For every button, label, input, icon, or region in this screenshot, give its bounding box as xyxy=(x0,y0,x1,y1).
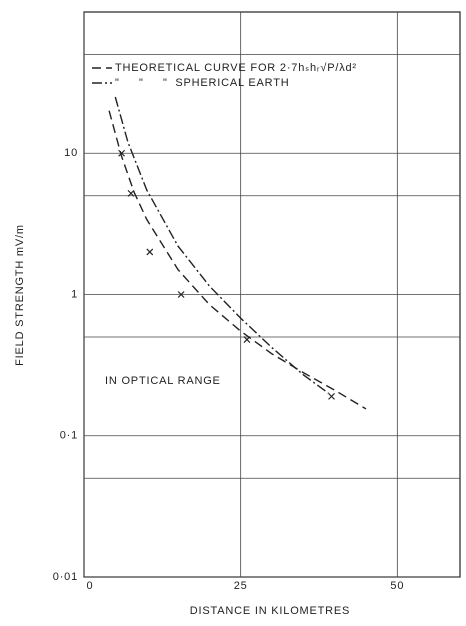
data-point xyxy=(328,392,335,400)
series-line xyxy=(108,110,367,410)
y-axis-label: FIELD STRENGTH mV/m xyxy=(14,224,26,366)
legend-label: " " " SPHERICAL EARTH xyxy=(115,77,289,89)
y-tick-label: 0·01 xyxy=(53,571,78,583)
x-tick-label: 0 xyxy=(87,580,94,592)
data-point xyxy=(243,336,251,343)
y-tick-label: 0·1 xyxy=(60,430,78,442)
annotation: IN OPTICAL RANGE xyxy=(105,375,221,387)
series-line xyxy=(114,96,329,394)
x-axis-label: DISTANCE IN KILOMETRES xyxy=(190,605,350,617)
x-tick-label: 50 xyxy=(390,580,404,592)
x-tick-label: 25 xyxy=(234,580,248,592)
y-tick-label: 1 xyxy=(71,288,78,300)
legend-label: THEORETICAL CURVE FOR 2·7hₛhᵣ√P/λd² xyxy=(115,62,357,74)
data-point xyxy=(146,248,154,256)
data-point xyxy=(127,189,135,197)
y-tick-label: 10 xyxy=(64,147,78,159)
data-point xyxy=(118,149,126,157)
data-point xyxy=(177,291,185,298)
